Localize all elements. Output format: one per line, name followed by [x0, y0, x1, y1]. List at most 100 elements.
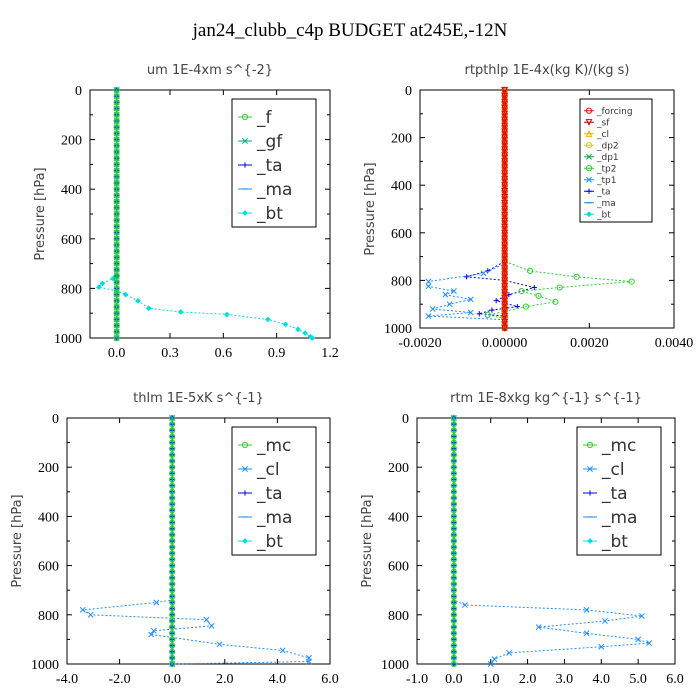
- data-point: [450, 507, 457, 514]
- data-point: [169, 636, 176, 643]
- data-point: [450, 433, 457, 440]
- data-point: [450, 531, 457, 538]
- legend-label: _bt: [596, 210, 611, 220]
- y-tick-label: 600: [391, 227, 412, 242]
- x-tick-label: 0.9: [268, 346, 286, 361]
- data-point: [487, 661, 494, 667]
- data-point: [552, 298, 559, 305]
- data-point: [113, 241, 120, 249]
- data-point: [450, 427, 457, 434]
- legend-marker: [586, 188, 592, 194]
- legend-label: _dp1: [596, 153, 619, 163]
- y-axis-label: Pressure [hPa]: [363, 162, 378, 255]
- legend-label: _f: [256, 108, 273, 128]
- chart-panel-4: rtm 1E-8xkg kg^{-1} s^{-1} Pressure [hPa]…: [360, 391, 684, 687]
- data-point: [501, 217, 508, 224]
- data-point: [450, 513, 457, 520]
- data-point: [598, 643, 605, 650]
- data-point: [501, 194, 508, 201]
- y-tick-label: 200: [61, 134, 82, 149]
- data-point: [501, 152, 508, 159]
- data-point: [583, 630, 590, 637]
- data-point: [169, 605, 176, 612]
- data-point: [602, 617, 608, 624]
- x-tick-label: -1.0: [406, 672, 428, 687]
- data-point: [113, 254, 120, 261]
- data-point: [113, 260, 120, 267]
- panel-title: rtpthlp 1E-4x(kg K)/(kg s): [465, 63, 630, 78]
- data-point: [113, 186, 120, 193]
- legend-label: _ma: [601, 508, 637, 528]
- data-point: [501, 98, 508, 106]
- data-point: [501, 188, 508, 195]
- data-point: [450, 421, 457, 428]
- legend-marker: [586, 176, 592, 183]
- data-point: [489, 307, 495, 313]
- series-forcing: [501, 86, 508, 332]
- data-point: [628, 278, 635, 285]
- data-point: [450, 605, 457, 612]
- data-point: [169, 507, 176, 514]
- legend-marker: [587, 490, 593, 496]
- data-point: [113, 223, 120, 230]
- legend-label: _gf: [256, 132, 283, 152]
- data-point: [169, 562, 176, 569]
- data-point: [113, 210, 120, 218]
- data-point: [501, 289, 508, 296]
- data-point: [169, 494, 176, 502]
- data-point: [113, 142, 120, 149]
- x-tick-label: 0.0040: [655, 336, 694, 351]
- data-point: [501, 170, 508, 177]
- data-point: [169, 599, 176, 606]
- data-point: [450, 488, 457, 495]
- data-point: [113, 291, 120, 298]
- chart-panel-3: thlm 1E-5xK s^{-1} Pressure [hPa] 0 200 400 6…: [10, 391, 339, 687]
- data-point: [450, 464, 457, 471]
- data-point: [169, 519, 176, 526]
- data-point: [573, 273, 580, 280]
- data-point: [113, 105, 120, 112]
- data-point: [309, 335, 316, 341]
- legend-marker: [242, 490, 248, 496]
- data-point: [113, 161, 120, 168]
- data-point: [501, 223, 508, 230]
- data-point: [169, 476, 176, 483]
- series-tp1: [425, 87, 508, 331]
- legend-marker: [586, 211, 592, 218]
- legend-marker: [585, 165, 593, 172]
- data-point: [113, 192, 120, 199]
- data-point: [531, 284, 537, 291]
- data-point: [113, 198, 120, 205]
- y-tick-label: 600: [38, 560, 59, 575]
- x-tick-label: 2.0: [519, 672, 537, 687]
- data-point: [169, 501, 176, 508]
- legend-box: [231, 426, 317, 556]
- data-point: [169, 457, 176, 465]
- data-point: [169, 433, 176, 440]
- data-point: [295, 326, 301, 333]
- data-point: [113, 93, 120, 100]
- data-point: [638, 613, 645, 619]
- data-point: [646, 640, 653, 647]
- series-ta: [463, 87, 537, 331]
- series-line: [453, 418, 650, 665]
- data-point: [501, 182, 508, 189]
- x-tick-label: 6.0: [666, 672, 684, 687]
- data-point: [450, 562, 457, 569]
- data-point: [501, 241, 508, 248]
- y-tick-label: 200: [388, 461, 409, 476]
- data-point: [501, 283, 508, 290]
- y-tick-label: 800: [391, 274, 412, 289]
- data-point: [450, 593, 457, 600]
- data-point: [264, 316, 271, 323]
- data-point: [450, 501, 457, 508]
- data-point: [425, 278, 432, 285]
- data-point: [450, 482, 457, 489]
- legend-marker: [585, 130, 593, 137]
- data-point: [148, 631, 155, 638]
- data-point: [169, 537, 176, 545]
- data-point: [282, 321, 289, 328]
- data-point: [450, 636, 457, 643]
- x-tick-label: 0.0: [163, 672, 181, 687]
- data-point: [501, 271, 508, 278]
